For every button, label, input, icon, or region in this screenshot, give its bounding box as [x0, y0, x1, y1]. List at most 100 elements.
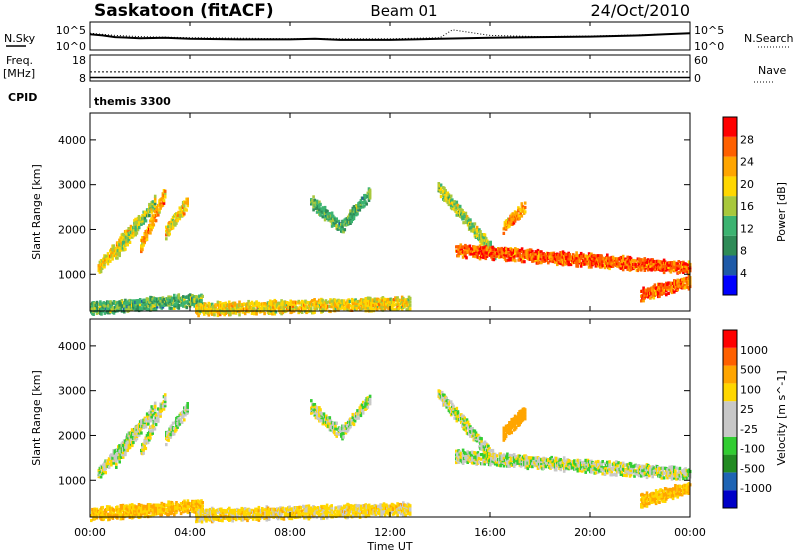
echo-cell	[483, 233, 487, 237]
echo-cell	[514, 251, 517, 256]
echo-cell	[662, 270, 666, 275]
echo-cell	[186, 503, 190, 508]
echo-cell	[167, 438, 170, 442]
echo-cell	[451, 198, 454, 202]
echo-cell	[507, 251, 510, 255]
echo-cell	[300, 310, 304, 314]
echo-cell	[402, 514, 405, 518]
power-colorbar-segment	[723, 136, 737, 157]
echo-cell	[151, 410, 155, 415]
echo-cell	[453, 416, 456, 420]
echo-cell	[151, 225, 154, 229]
echo-cell	[324, 299, 328, 303]
echo-cell	[142, 221, 145, 225]
echo-cell	[315, 210, 319, 214]
echo-cell	[179, 207, 183, 211]
echo-cell	[475, 225, 479, 229]
echo-cell	[142, 425, 145, 430]
echo-cell	[474, 255, 477, 259]
echo-cell	[233, 305, 237, 309]
echo-cell	[473, 222, 477, 226]
echo-cell	[611, 255, 615, 259]
echo-cell	[493, 257, 497, 261]
echo-cell	[186, 199, 189, 203]
echo-cell	[356, 212, 359, 216]
echo-cell	[200, 517, 204, 521]
echo-cell	[368, 398, 372, 402]
echo-cell	[585, 254, 589, 259]
echo-cell	[121, 453, 125, 457]
echo-band-11	[640, 274, 692, 303]
echo-cell	[358, 208, 362, 212]
echo-cell	[680, 279, 684, 283]
echo-cell	[325, 300, 329, 305]
freq-unit: [MHz]	[3, 67, 35, 80]
echo-cell	[128, 503, 132, 507]
echo-cell	[289, 299, 292, 303]
echo-cell	[113, 253, 117, 257]
echo-cell	[218, 301, 222, 305]
echo-cell	[106, 459, 110, 463]
echo-cell	[355, 204, 358, 208]
echo-cell	[122, 233, 126, 237]
echo-cell	[186, 407, 189, 411]
echo-cell	[213, 313, 216, 317]
echo-cell	[93, 517, 96, 521]
echo-cell	[300, 509, 304, 513]
echo-cell	[158, 208, 161, 212]
echo-cell	[368, 396, 372, 400]
echo-cell	[587, 252, 591, 256]
echo-cell	[151, 214, 154, 218]
echo-cell	[149, 203, 152, 207]
echo-cell	[333, 298, 337, 302]
echo-cell	[120, 299, 124, 303]
echo-cell	[522, 256, 525, 260]
echo-cell	[214, 310, 217, 314]
echo-cell	[147, 211, 150, 215]
echo-cell	[299, 506, 303, 510]
echo-cell	[220, 516, 223, 520]
echo-cell	[241, 518, 245, 522]
echo-cell	[357, 504, 361, 508]
echo-cell	[149, 231, 152, 235]
echo-cell	[531, 249, 534, 254]
echo-cell	[366, 306, 370, 310]
echo-cell	[140, 419, 143, 423]
echo-cell	[494, 248, 498, 252]
echo-cell	[153, 204, 157, 208]
echo-cell	[203, 304, 206, 308]
echo-cell	[520, 260, 524, 264]
echo-cell	[478, 228, 481, 232]
echo-cell	[177, 304, 181, 308]
echo-cell	[489, 240, 492, 244]
echo-cell	[520, 247, 524, 251]
echo-cell	[341, 437, 344, 441]
echo-cell	[186, 405, 189, 409]
echo-cell	[382, 507, 386, 511]
echo-cell	[406, 512, 410, 516]
echo-cell	[505, 251, 508, 255]
echo-cell	[374, 512, 378, 516]
echo-cell	[682, 270, 685, 274]
echo-cell	[248, 513, 252, 517]
echo-cell	[567, 260, 570, 264]
echo-cell	[667, 265, 670, 269]
echo-cell	[99, 300, 102, 304]
echo-cell	[153, 401, 157, 405]
echo-cell	[162, 199, 166, 203]
echo-cell	[171, 218, 175, 222]
echo-cell	[514, 247, 517, 251]
echo-cell	[198, 503, 201, 507]
echo-cell	[680, 277, 684, 281]
echo-cell	[456, 203, 460, 207]
echo-cell	[437, 182, 441, 186]
echo-cell	[684, 269, 687, 273]
echo-cell	[516, 248, 519, 252]
echo-cell	[154, 307, 158, 311]
echo-cell	[576, 264, 580, 268]
echo-cell	[276, 517, 280, 521]
echo-cell	[628, 259, 632, 263]
nsearch-tick-bottom: 10^0	[694, 40, 724, 53]
echo-cell	[151, 201, 155, 206]
echo-cell	[165, 233, 168, 237]
